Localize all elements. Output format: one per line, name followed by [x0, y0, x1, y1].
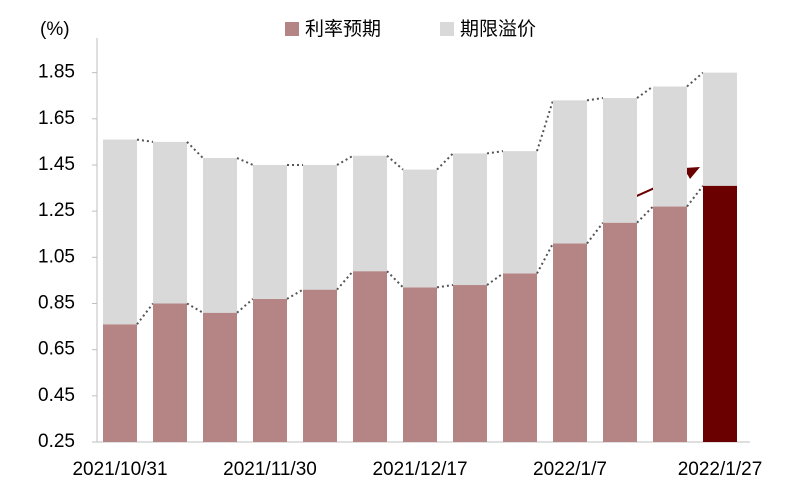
bar-segment	[553, 100, 587, 244]
bar-segment	[203, 158, 237, 313]
connector	[536, 242, 554, 274]
connector	[186, 302, 204, 314]
connector	[486, 150, 504, 155]
bar-segment	[503, 273, 537, 442]
y-tick-label: 1.45	[38, 154, 75, 175]
connector	[436, 152, 454, 171]
connector	[136, 302, 154, 325]
bar-segment	[453, 285, 487, 442]
bar-segment	[153, 303, 187, 442]
bar-segment	[303, 289, 337, 442]
connector	[236, 157, 254, 166]
legend-swatch	[440, 22, 454, 36]
x-tick-label: 2022/1/27	[678, 459, 763, 480]
y-axis-label: (%)	[40, 19, 70, 40]
x-tick-label: 2021/12/17	[372, 459, 467, 480]
y-tick-label: 0.85	[38, 293, 75, 314]
x-tick-label: 2021/10/31	[72, 459, 167, 480]
legend-label: 利率预期	[305, 18, 381, 40]
bar-segment	[653, 206, 687, 442]
bar-segment	[103, 139, 137, 325]
connector	[286, 288, 304, 300]
trend-arrow-head	[684, 167, 700, 179]
connector	[536, 100, 554, 152]
connector	[586, 97, 604, 102]
bar-segment	[703, 72, 737, 186]
bar-segment	[603, 98, 637, 223]
connector	[386, 270, 404, 289]
connector	[636, 205, 654, 224]
connector	[436, 284, 454, 289]
y-tick-label: 1.65	[38, 108, 75, 129]
bar-segment	[253, 298, 287, 442]
connector	[336, 154, 354, 166]
y-tick-label: 1.25	[38, 200, 75, 221]
bar-segment	[403, 287, 437, 442]
connector	[686, 71, 704, 88]
bar-segment	[603, 222, 637, 442]
y-tick-label: 0.25	[38, 431, 75, 452]
bar-segment	[703, 185, 737, 442]
x-tick-label: 2022/1/7	[533, 459, 607, 480]
bar-segment	[153, 141, 187, 304]
bar-segment	[503, 151, 537, 274]
legend-label: 期限溢价	[460, 18, 536, 40]
y-tick-label: 1.85	[38, 62, 75, 83]
connector	[686, 185, 704, 208]
connector	[486, 272, 504, 286]
bar-segment	[103, 324, 137, 442]
connector	[336, 270, 354, 291]
bar-segment	[353, 271, 387, 442]
bar-segment	[203, 312, 237, 442]
connector	[636, 85, 654, 99]
bar-segment	[403, 169, 437, 288]
y-tick-label: 1.05	[38, 246, 75, 267]
legend-swatch	[285, 22, 299, 36]
x-tick-label: 2021/11/30	[223, 459, 317, 480]
connector	[586, 222, 604, 245]
y-tick-label: 0.45	[38, 385, 75, 406]
bar-segment	[453, 153, 487, 286]
connector	[236, 298, 254, 314]
bar-segment	[303, 164, 337, 290]
bar-segment	[653, 86, 687, 207]
bar-segment	[553, 243, 587, 442]
y-tick-label: 0.65	[38, 339, 75, 360]
connector	[386, 154, 404, 171]
connector	[136, 138, 154, 143]
bar-segment	[353, 155, 387, 272]
bar-segment	[253, 164, 287, 299]
connector	[186, 141, 204, 159]
